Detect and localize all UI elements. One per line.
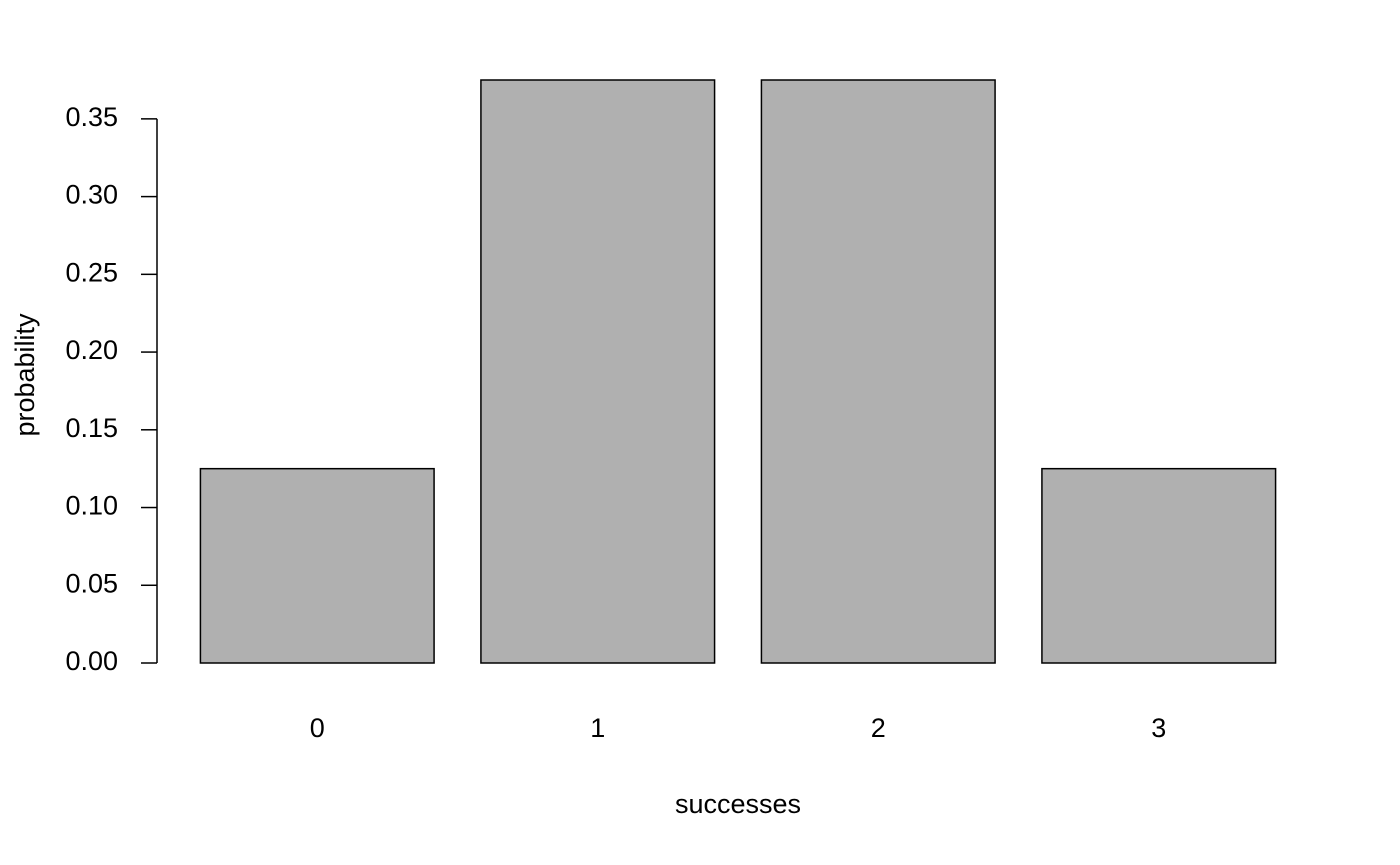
bar <box>199 467 435 664</box>
x-tick-label: 2 <box>871 713 886 743</box>
y-tick-label: 0.35 <box>65 102 118 132</box>
x-tick-label: 0 <box>310 713 325 743</box>
x-tick-label: 3 <box>1151 713 1166 743</box>
x-axis-label: successes <box>675 789 801 819</box>
y-tick-label: 0.10 <box>65 491 118 521</box>
y-tick-label: 0.00 <box>65 646 118 676</box>
bar <box>480 79 716 664</box>
y-tick-label: 0.15 <box>65 413 118 443</box>
y-tick-label: 0.20 <box>65 335 118 365</box>
y-axis-label: probability <box>10 313 40 437</box>
y-tick-label: 0.25 <box>65 257 118 287</box>
y-tick-label: 0.30 <box>65 180 118 210</box>
bar <box>760 79 996 664</box>
y-tick-label: 0.05 <box>65 568 118 598</box>
x-tick-label: 1 <box>590 713 605 743</box>
bar <box>1041 467 1277 664</box>
